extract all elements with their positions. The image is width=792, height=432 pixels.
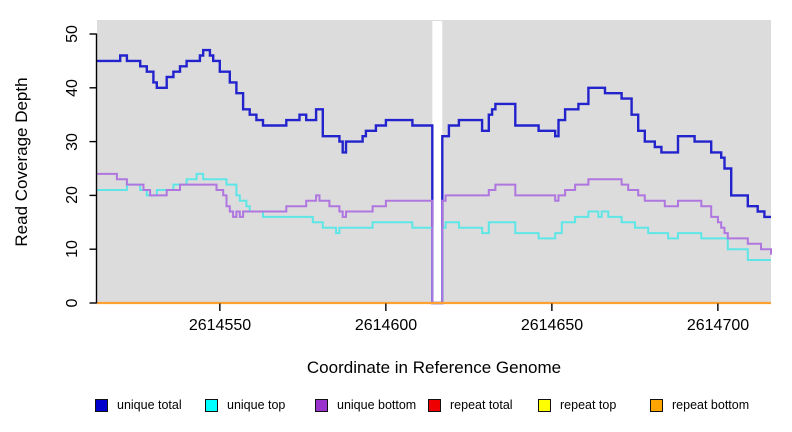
y-tick-label-0: 0 <box>64 298 81 308</box>
x-tick-label-2614550: 2614550 <box>188 317 252 334</box>
legend-swatch-unique-total <box>95 398 108 412</box>
legend-swatch-repeat-total <box>428 398 441 412</box>
legend-swatch-repeat-top <box>538 398 551 412</box>
x-tick-label-2614600: 2614600 <box>354 317 418 334</box>
legend-item-repeat-top: repeat top <box>538 396 616 414</box>
legend-swatch-unique-top <box>205 398 218 412</box>
y-axis-title: Read Coverage Depth <box>12 77 31 247</box>
series-line-unique-total <box>97 48 771 305</box>
legend-label: unique top <box>227 398 286 412</box>
no-data-gap-band <box>432 21 443 303</box>
legend-label: repeat total <box>450 398 513 412</box>
x-tick-label-2614650: 2614650 <box>520 317 584 334</box>
legend-item-unique-total: unique total <box>95 396 182 414</box>
x-tick-label-2614700: 2614700 <box>686 317 750 334</box>
legend-swatch-repeat-bottom <box>650 398 663 412</box>
legend-item-repeat-total: repeat total <box>428 396 513 414</box>
legend-swatch-unique-bottom <box>315 398 328 412</box>
y-tick-label-20: 20 <box>64 186 81 204</box>
legend-item-unique-bottom: unique bottom <box>315 396 416 414</box>
legend-item-unique-top: unique top <box>205 396 285 414</box>
legend: unique total unique top unique bottom repea… <box>0 396 792 416</box>
x-axis-title: Coordinate in Reference Genome <box>306 358 562 377</box>
legend-label: unique bottom <box>337 398 417 412</box>
y-tick-label-10: 10 <box>64 240 81 258</box>
y-tick-label-40: 40 <box>64 79 81 97</box>
legend-label: unique total <box>117 398 182 412</box>
legend-item-repeat-bottom: repeat bottom <box>650 396 749 414</box>
y-tick-label-50: 50 <box>64 25 81 43</box>
legend-label: repeat bottom <box>672 398 750 412</box>
legend-label: repeat top <box>560 398 617 412</box>
y-tick-label-30: 30 <box>64 133 81 151</box>
